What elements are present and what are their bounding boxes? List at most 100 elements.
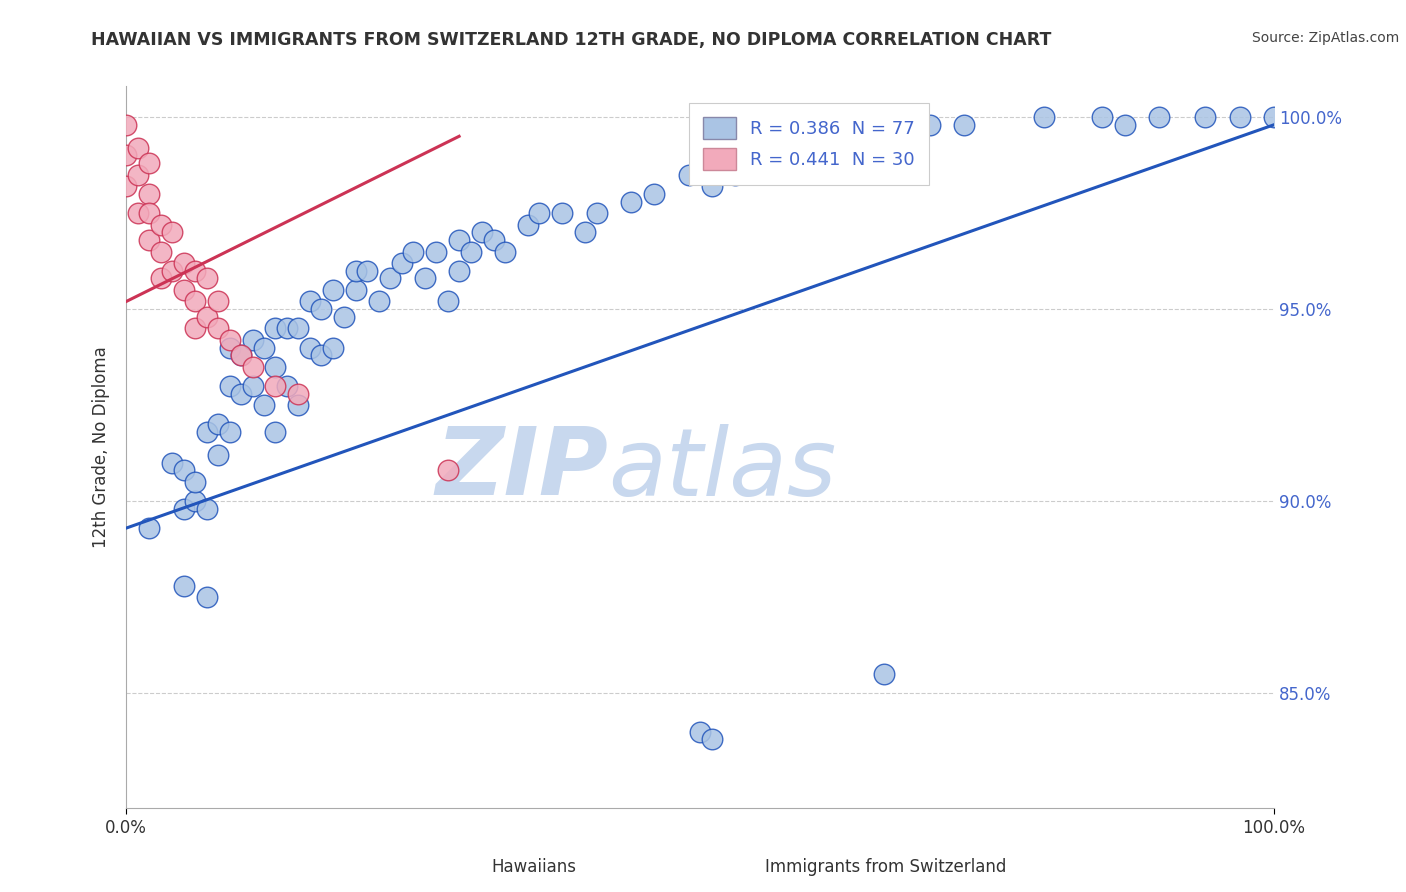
- Point: [620, 194, 643, 209]
- Point: [138, 233, 160, 247]
- Point: [173, 463, 195, 477]
- Point: [207, 448, 229, 462]
- Point: [529, 206, 551, 220]
- Point: [344, 283, 367, 297]
- Point: [1114, 118, 1136, 132]
- Point: [367, 294, 389, 309]
- Point: [195, 271, 218, 285]
- Point: [344, 263, 367, 277]
- Point: [115, 148, 138, 162]
- Point: [574, 225, 596, 239]
- Point: [747, 156, 769, 170]
- Point: [184, 294, 207, 309]
- Point: [160, 456, 183, 470]
- Legend: R = 0.386  N = 77, R = 0.441  N = 30: R = 0.386 N = 77, R = 0.441 N = 30: [689, 103, 929, 185]
- Point: [127, 141, 149, 155]
- Y-axis label: 12th Grade, No Diploma: 12th Grade, No Diploma: [93, 346, 110, 549]
- Point: [195, 591, 218, 605]
- Point: [195, 501, 218, 516]
- Point: [149, 244, 172, 259]
- Point: [287, 398, 309, 412]
- Point: [1091, 110, 1114, 124]
- Point: [1263, 110, 1285, 124]
- Point: [115, 179, 138, 194]
- Point: [436, 294, 458, 309]
- Point: [138, 186, 160, 201]
- Point: [322, 283, 344, 297]
- Point: [218, 333, 240, 347]
- Point: [207, 417, 229, 432]
- Point: [413, 271, 436, 285]
- Point: [380, 271, 402, 285]
- Point: [173, 283, 195, 297]
- Point: [311, 302, 333, 317]
- Point: [460, 244, 482, 259]
- Point: [276, 379, 298, 393]
- Point: [195, 425, 218, 439]
- Point: [517, 218, 540, 232]
- Point: [780, 148, 803, 162]
- Point: [229, 348, 252, 362]
- Point: [173, 256, 195, 270]
- Text: Hawaiians: Hawaiians: [492, 858, 576, 876]
- Text: atlas: atlas: [609, 424, 837, 515]
- Point: [425, 244, 447, 259]
- Point: [298, 341, 321, 355]
- Point: [253, 341, 276, 355]
- Point: [449, 263, 471, 277]
- Point: [207, 294, 229, 309]
- Point: [449, 233, 471, 247]
- Point: [218, 379, 240, 393]
- Text: ZIP: ZIP: [436, 423, 609, 515]
- Point: [333, 310, 356, 324]
- Point: [585, 206, 607, 220]
- Point: [218, 425, 240, 439]
- Point: [953, 118, 976, 132]
- Point: [138, 156, 160, 170]
- Point: [173, 579, 195, 593]
- Point: [436, 463, 458, 477]
- Point: [873, 667, 896, 681]
- Point: [184, 494, 207, 508]
- Text: HAWAIIAN VS IMMIGRANTS FROM SWITZERLAND 12TH GRADE, NO DIPLOMA CORRELATION CHART: HAWAIIAN VS IMMIGRANTS FROM SWITZERLAND …: [91, 31, 1052, 49]
- Point: [827, 141, 849, 155]
- Point: [643, 186, 665, 201]
- Point: [160, 225, 183, 239]
- Point: [242, 333, 264, 347]
- Point: [402, 244, 425, 259]
- Point: [160, 263, 183, 277]
- Point: [551, 206, 574, 220]
- Point: [195, 310, 218, 324]
- Point: [298, 294, 321, 309]
- Point: [138, 206, 160, 220]
- Point: [494, 244, 516, 259]
- Point: [138, 521, 160, 535]
- Point: [149, 271, 172, 285]
- Point: [860, 129, 883, 144]
- Point: [1229, 110, 1251, 124]
- Text: Immigrants from Switzerland: Immigrants from Switzerland: [765, 858, 1007, 876]
- Point: [700, 179, 723, 194]
- Point: [276, 321, 298, 335]
- Point: [218, 341, 240, 355]
- Point: [723, 168, 745, 182]
- Point: [689, 724, 711, 739]
- Point: [253, 398, 276, 412]
- Point: [1147, 110, 1170, 124]
- Text: Source: ZipAtlas.com: Source: ZipAtlas.com: [1251, 31, 1399, 45]
- Point: [207, 321, 229, 335]
- Point: [127, 206, 149, 220]
- Point: [242, 379, 264, 393]
- Point: [127, 168, 149, 182]
- Point: [229, 386, 252, 401]
- Point: [264, 379, 287, 393]
- Point: [1194, 110, 1216, 124]
- Point: [700, 732, 723, 747]
- Point: [173, 501, 195, 516]
- Point: [287, 321, 309, 335]
- Point: [229, 348, 252, 362]
- Point: [1033, 110, 1056, 124]
- Point: [149, 218, 172, 232]
- Point: [471, 225, 494, 239]
- Point: [287, 386, 309, 401]
